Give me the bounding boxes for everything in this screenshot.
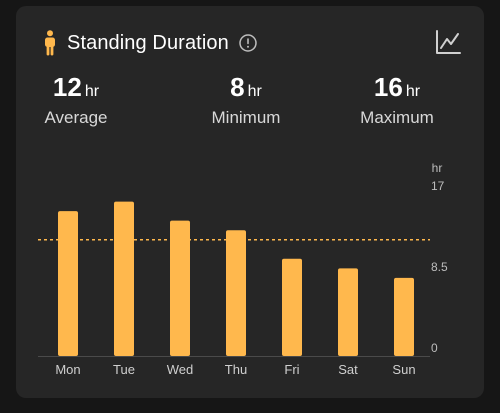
- x-tick-label: Sat: [338, 362, 358, 377]
- stat-maximum: 16 hr Maximum: [327, 72, 467, 128]
- bar-fri: [282, 258, 302, 356]
- bar-tue: [114, 201, 134, 356]
- stat-average: 12 hr Average: [6, 72, 146, 128]
- info-icon[interactable]: [239, 34, 257, 52]
- standing-bar-chart: Mon Tue Wed Thu Fri Sat Sun hr 17 8.5 0: [38, 161, 448, 377]
- stat-value: 8: [230, 72, 245, 102]
- card-title: Standing Duration: [67, 32, 229, 54]
- bar-wed: [170, 220, 190, 356]
- line-chart-icon[interactable]: [434, 28, 462, 56]
- x-tick-label: Sun: [392, 362, 415, 377]
- stat-label: Average: [44, 108, 108, 127]
- x-tick-label: Tue: [113, 362, 135, 377]
- stat-label: Minimum: [211, 108, 281, 127]
- bar-sun: [394, 277, 414, 356]
- stat-unit: hr: [405, 83, 421, 100]
- stat-unit: hr: [84, 83, 100, 100]
- stats-row: 12 hr Average 8 hr Minimum 16 hr Maximum: [16, 72, 484, 136]
- stat-unit: hr: [247, 83, 262, 100]
- bar-thu: [226, 230, 246, 356]
- x-tick-label: Wed: [167, 362, 194, 377]
- x-tick-label: Thu: [225, 362, 247, 377]
- stat-value: 12: [52, 72, 82, 102]
- person-standing-icon: [45, 30, 55, 56]
- stat-value: 16: [373, 72, 403, 102]
- y-tick-label: 0: [431, 341, 438, 355]
- x-tick-label: Mon: [55, 362, 80, 377]
- y-axis-unit-label: hr: [432, 161, 443, 175]
- standing-duration-card: Standing Duration 12 hr Average 8 hr Min…: [16, 6, 484, 398]
- x-tick-label: Fri: [284, 362, 299, 377]
- y-tick-label: 8.5: [431, 260, 448, 274]
- bar-sat: [338, 268, 358, 356]
- y-tick-label: 17: [431, 179, 445, 193]
- stat-label: Maximum: [360, 108, 434, 127]
- stat-minimum: 8 hr Minimum: [176, 72, 316, 128]
- card-header: Standing Duration: [42, 30, 257, 56]
- bar-mon: [58, 211, 78, 356]
